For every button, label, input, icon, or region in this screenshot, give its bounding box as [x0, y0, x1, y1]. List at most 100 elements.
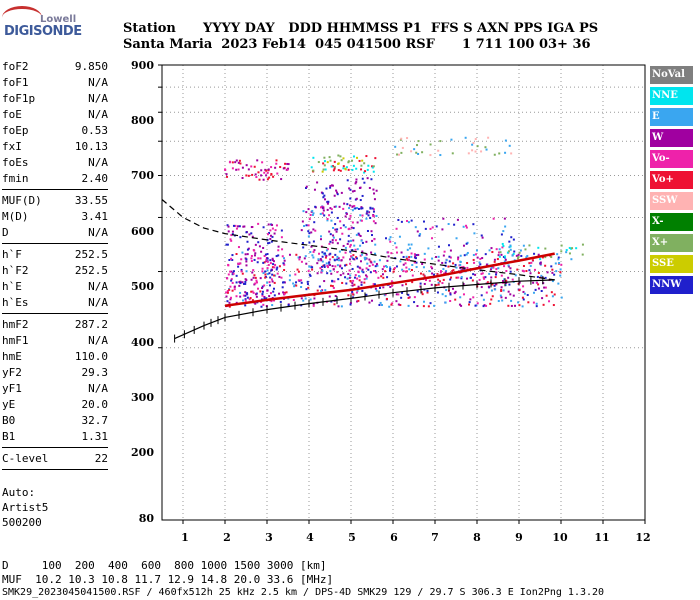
trace-lines — [161, 199, 555, 343]
echo-point — [411, 263, 414, 266]
echo-point — [405, 283, 408, 286]
echo-point — [257, 287, 260, 290]
echo-point — [269, 237, 272, 240]
y-tick-label: 80 — [138, 512, 154, 525]
param-row: C-level 22 — [2, 451, 108, 466]
echo-point — [475, 249, 478, 252]
echo-point — [286, 162, 289, 165]
echo-point — [254, 282, 257, 285]
echo-point — [332, 234, 335, 237]
param-value: 2.40 — [81, 172, 109, 185]
echo-point — [351, 284, 354, 287]
echo-point — [263, 171, 266, 174]
echo-point — [225, 295, 228, 298]
echo-point — [339, 238, 342, 241]
header-line-2: Santa Maria 2023 Feb14 045 041500 RSF 1 … — [123, 37, 591, 52]
echo-point — [230, 296, 233, 299]
echo-point — [365, 240, 368, 243]
echo-point — [495, 248, 498, 251]
echo-point — [244, 253, 247, 256]
echo-point — [272, 299, 275, 302]
echo-point — [273, 266, 276, 269]
echo-point — [507, 264, 510, 267]
echo-point — [514, 274, 517, 277]
echo-point — [391, 284, 394, 287]
echo-point — [379, 301, 382, 304]
echo-point — [375, 271, 378, 274]
echo-point — [361, 177, 364, 180]
echo-point — [349, 250, 352, 253]
param-key: h`Es — [2, 296, 29, 309]
echo-point — [364, 170, 367, 173]
echo-point — [437, 149, 440, 152]
echo-point — [452, 262, 455, 265]
echo-point — [253, 274, 256, 277]
echo-point — [419, 272, 422, 275]
echo-point — [359, 244, 362, 247]
echo-point — [445, 259, 448, 262]
echo-point — [507, 276, 510, 279]
echo-point — [466, 262, 469, 265]
echo-point — [472, 273, 475, 276]
echo-point — [254, 173, 257, 176]
echo-point — [507, 265, 510, 268]
echo-point — [510, 236, 513, 239]
echo-point — [504, 257, 507, 260]
echo-point — [351, 168, 354, 171]
echo-point — [426, 291, 429, 294]
echo-point — [502, 230, 505, 233]
echo-point — [465, 277, 468, 280]
echo-point — [261, 270, 264, 273]
echo-point — [321, 251, 324, 254]
echo-point — [308, 273, 311, 276]
param-value: N/A — [88, 76, 108, 89]
x-tick-label: 4 — [306, 531, 314, 544]
echo-point — [262, 303, 265, 306]
echo-point — [474, 304, 477, 307]
echo-point — [558, 261, 561, 264]
echo-point — [357, 299, 360, 302]
echo-point — [522, 298, 525, 301]
echo-point — [323, 252, 326, 255]
echo-point — [288, 279, 291, 282]
x-tick-label: 1 — [181, 531, 189, 544]
echo-point — [395, 251, 398, 254]
echo-point — [312, 304, 315, 307]
echo-point — [353, 283, 356, 286]
echo-point — [305, 211, 308, 214]
echo-point — [419, 285, 422, 288]
echo-point — [242, 299, 245, 302]
param-key: B1 — [2, 430, 16, 443]
echo-point — [230, 270, 233, 273]
echo-point — [266, 269, 269, 272]
echo-point — [495, 268, 498, 271]
echo-point — [535, 281, 538, 284]
echo-point — [302, 299, 305, 302]
echo-point — [508, 283, 511, 286]
echo-point — [525, 269, 528, 272]
echo-point — [557, 256, 560, 259]
echo-point — [346, 242, 349, 245]
echo-point — [459, 254, 462, 257]
echo-point — [356, 265, 359, 268]
echo-point — [238, 225, 241, 228]
echo-point — [235, 301, 238, 304]
echo-point — [418, 234, 421, 237]
echo-point — [270, 166, 273, 169]
echo-point — [471, 143, 474, 146]
param-value: 1.31 — [81, 430, 109, 443]
legend-item: X+ — [650, 234, 693, 252]
echo-point — [228, 301, 231, 304]
echo-point — [454, 263, 457, 266]
echo-point — [356, 289, 359, 292]
footer-distance-row: D 100 200 400 600 800 1000 1500 3000 [km… — [2, 559, 327, 572]
echo-point — [266, 267, 269, 270]
echo-point — [346, 179, 349, 182]
echo-point — [490, 289, 493, 292]
echo-point — [250, 226, 253, 229]
echo-point — [429, 143, 432, 146]
echo-point — [353, 155, 356, 158]
echo-point — [275, 224, 278, 227]
echo-point — [323, 164, 326, 167]
echo-point — [326, 161, 329, 164]
